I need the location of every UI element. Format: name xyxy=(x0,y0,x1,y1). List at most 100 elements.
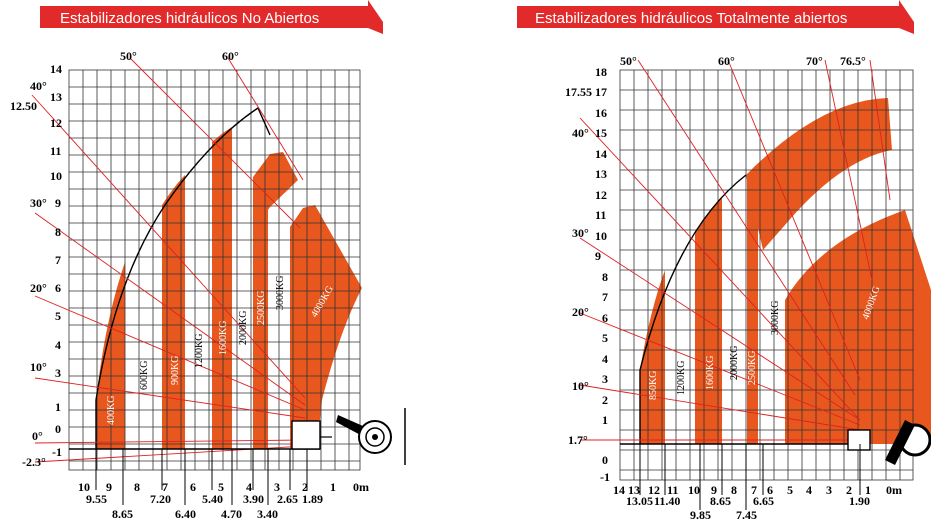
left-title-banner: Estabilizadores hidráulicos No Abiertos xyxy=(40,0,383,34)
y-tick: 4 xyxy=(602,352,608,366)
distance-label: 1.90 xyxy=(849,494,870,508)
y-tick: 4 xyxy=(55,338,61,352)
y-tick: 9 xyxy=(55,196,61,210)
distance-label: 6.40 xyxy=(175,507,196,521)
angle-label: 70° xyxy=(806,54,823,68)
angle-labels: 17.55 40° 30° 20° 10° 1.7° 50° 60° 70° 7… xyxy=(565,54,866,447)
load-label: 2500KG xyxy=(747,351,758,385)
x-tick: 3 xyxy=(274,480,280,494)
load-label: 850KG xyxy=(648,371,659,400)
x-tick: 8 xyxy=(731,483,737,497)
distance-label: 5.40 xyxy=(202,492,223,506)
y-tick: -1 xyxy=(52,445,62,459)
wheel-icon xyxy=(358,408,406,465)
x-tick: 9 xyxy=(106,480,112,494)
x-tick: 11 xyxy=(667,483,678,497)
y-tick: 5 xyxy=(602,331,608,345)
x-tick: 1 xyxy=(330,480,336,494)
y-tick: 0 xyxy=(55,422,61,436)
load-label: 600KG xyxy=(139,361,150,390)
right-chart-title: Estabilizadores hidráulicos Totalmente a… xyxy=(535,10,848,27)
angle-labels: 40° 12.50 30° 20° 10° 0° -2.3° 50° 60° xyxy=(10,49,239,469)
y-tick: 18 xyxy=(595,65,607,79)
distance-label: 4.70 xyxy=(221,507,242,521)
distance-labels: 9.55 7.20 5.40 3.90 2.65 1.89 8.65 6.40 … xyxy=(86,492,323,521)
x-tick: 8 xyxy=(134,480,140,494)
x-axis-ticks: 14 13 12 11 10 9 8 7 6 5 4 3 2 1 0m xyxy=(613,483,902,497)
y-tick: 0 xyxy=(602,453,608,467)
x-tick: 5 xyxy=(218,480,224,494)
zone-4000kg xyxy=(290,205,362,449)
x-tick: 10 xyxy=(78,480,90,494)
x-tick: 13 xyxy=(628,483,640,497)
distance-markers xyxy=(95,449,308,505)
y-tick: 1 xyxy=(602,413,608,427)
distance-label: 7.45 xyxy=(736,508,757,522)
angle-label: 76.5° xyxy=(840,54,866,68)
y-tick: 12 xyxy=(50,116,62,130)
zone-2500kg xyxy=(253,152,298,449)
angle-label: 50° xyxy=(620,54,637,68)
distance-label: 9.55 xyxy=(86,492,107,506)
distance-label: 8.65 xyxy=(112,507,133,521)
angle-label: -2.3° xyxy=(22,455,46,469)
x-tick: 2 xyxy=(302,480,308,494)
distance-label: 2.65 xyxy=(277,492,298,506)
y-tick: 6 xyxy=(602,311,608,325)
x-tick: 9 xyxy=(711,483,717,497)
y-tick: -1 xyxy=(600,470,610,484)
distance-label: 7.20 xyxy=(150,492,171,506)
angle-label: 0° xyxy=(32,429,43,443)
banner-shape xyxy=(40,0,383,34)
boom-pivot-icon xyxy=(847,429,871,451)
left-chart-title: Estabilizadores hidráulicos No Abiertos xyxy=(60,10,320,27)
y-tick: 10 xyxy=(595,229,607,243)
distance-markers xyxy=(639,444,861,510)
wheel-icon xyxy=(885,420,931,465)
y-tick: 11 xyxy=(595,208,606,222)
y-tick: 8 xyxy=(602,270,608,284)
grid xyxy=(68,69,361,471)
y-tick: 2 xyxy=(602,393,608,407)
y-axis-ticks: -1 0 1 2 3 4 5 6 7 8 9 10 11 12 13 14 15… xyxy=(595,65,610,484)
y-tick: 14 xyxy=(50,62,62,76)
distance-label: 8.65 xyxy=(710,494,731,508)
x-tick: 4 xyxy=(246,480,252,494)
x-tick: 2 xyxy=(846,483,852,497)
load-label: 2000KG xyxy=(729,346,740,380)
x-tick: 6 xyxy=(190,480,196,494)
zone-1600kg xyxy=(212,127,232,449)
angle-label: 20° xyxy=(572,305,589,319)
x-tick: 7 xyxy=(162,480,168,494)
angle-label: 30° xyxy=(30,196,47,210)
x-tick: 14 xyxy=(613,483,625,497)
load-label: 2000KG xyxy=(238,311,249,345)
x-tick: 7 xyxy=(751,483,757,497)
y-tick: 10 xyxy=(50,169,62,183)
x-tick: 12 xyxy=(648,483,660,497)
y-tick: 16 xyxy=(595,106,607,120)
load-label: 3000KG xyxy=(770,301,781,335)
x-axis-ticks: 10 9 8 7 6 5 4 3 2 1 0m xyxy=(78,480,369,494)
angle-label: 40° xyxy=(572,126,589,140)
x-tick: 5 xyxy=(787,483,793,497)
distance-label: 11.40 xyxy=(654,494,680,508)
y-tick: 7 xyxy=(602,290,608,304)
max-height-label: 12.50 xyxy=(10,99,37,113)
y-tick: 9 xyxy=(595,249,601,263)
zone-400kg xyxy=(96,262,125,449)
x-tick: 0m xyxy=(886,483,902,497)
load-label: 1200KG xyxy=(676,361,687,395)
y-tick: 7 xyxy=(55,253,61,267)
load-label: 3000KG xyxy=(275,276,286,310)
load-label: 1200KG xyxy=(194,334,205,368)
load-label: 1600KG xyxy=(705,356,716,390)
distance-label: 9.85 xyxy=(690,508,711,522)
angle-label: 60° xyxy=(222,49,239,63)
angle-label: 1.7° xyxy=(568,433,588,447)
angle-label: 30° xyxy=(572,226,589,240)
y-tick: 14 xyxy=(595,147,607,161)
load-label: 1600KG xyxy=(218,321,229,355)
y-tick: 3 xyxy=(602,372,608,386)
y-tick: 6 xyxy=(55,281,61,295)
